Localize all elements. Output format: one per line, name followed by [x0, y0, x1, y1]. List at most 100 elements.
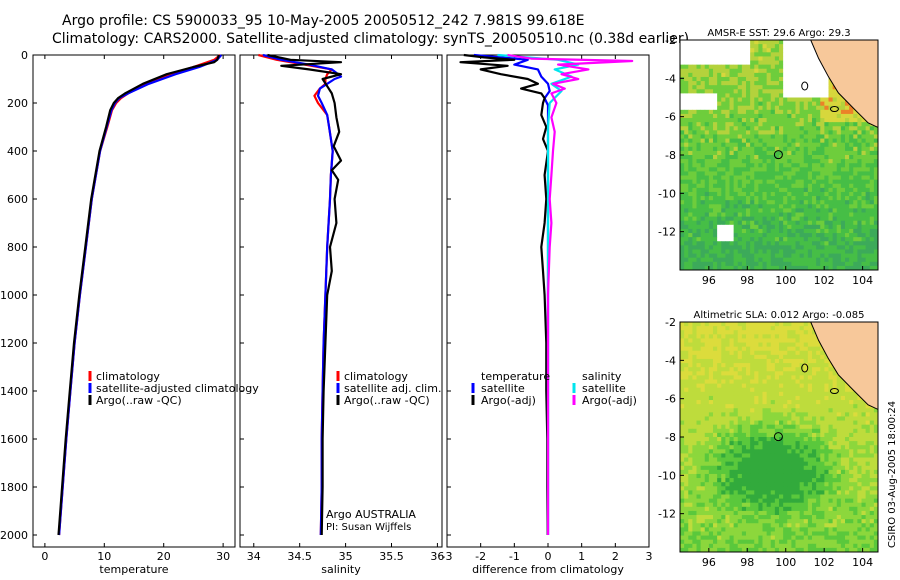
map-cell [762, 494, 768, 500]
map-cell [692, 478, 697, 483]
map-cell [824, 494, 829, 500]
map-cell [700, 76, 706, 82]
map-cell [692, 101, 697, 107]
map-cell [692, 457, 697, 463]
map-cell [865, 432, 871, 438]
map-cell [803, 445, 809, 450]
map-cell [750, 245, 755, 250]
map-cell [791, 379, 796, 385]
map-cell [746, 367, 751, 372]
map-cell [684, 326, 689, 331]
map-cell [853, 478, 858, 483]
map-cell [824, 212, 829, 218]
map-cell [713, 191, 718, 197]
map-cell [713, 387, 718, 393]
map-cell [746, 395, 751, 401]
map-cell [704, 44, 710, 49]
map-cell [869, 428, 875, 434]
map-cell [750, 167, 755, 172]
map-cell [708, 261, 714, 267]
map-cell [746, 441, 751, 446]
map-cell [688, 146, 693, 152]
plot-frame [32, 54, 236, 548]
map-cell [828, 241, 834, 246]
map-cell [845, 257, 850, 263]
map-cell [845, 465, 850, 471]
map-cell [688, 404, 693, 409]
map-cell [700, 404, 706, 409]
map-cell [766, 208, 772, 213]
map-cell [849, 220, 854, 226]
map-cell [725, 367, 730, 372]
map-cell [783, 322, 788, 327]
map-cell [708, 200, 714, 205]
map-cell [779, 175, 784, 181]
map-cell [692, 204, 697, 209]
map-cell [766, 245, 772, 250]
map-cell [758, 498, 763, 504]
map-cell [770, 416, 776, 421]
map-cell [803, 130, 809, 135]
map-cell [766, 216, 772, 222]
map-cell [791, 358, 796, 364]
map-cell [746, 204, 751, 209]
map-cell [708, 216, 714, 222]
y-tick-label: 1400 [0, 385, 28, 398]
map-cell [799, 482, 805, 487]
map-cell [717, 453, 722, 458]
map-cell [820, 486, 825, 491]
map-cell [812, 453, 817, 458]
map-cell [840, 212, 846, 218]
map-cell [832, 445, 838, 450]
map-cell [783, 367, 788, 372]
map-cell [704, 358, 710, 364]
map-cell [713, 204, 718, 209]
x-tick-label: -1 [509, 550, 520, 563]
map-cell [869, 228, 875, 234]
map-cell [766, 72, 772, 78]
map-cell [696, 76, 702, 82]
map-cell [733, 97, 739, 103]
map-cell [791, 375, 796, 380]
map-cell [865, 253, 871, 259]
map-cell [741, 85, 747, 90]
map-cell [824, 93, 829, 98]
map-cell [795, 322, 801, 327]
map-cell [869, 257, 875, 263]
map-cell [812, 416, 817, 421]
map-cell [861, 150, 867, 156]
map-cell [758, 97, 763, 103]
map-cell [762, 237, 768, 242]
map-cell [729, 179, 735, 185]
map-cell [840, 387, 846, 393]
map-cell [729, 101, 735, 107]
map-cell [857, 237, 862, 242]
map-cell [803, 122, 809, 127]
map-cell [713, 159, 718, 164]
map-cell [733, 363, 739, 368]
map-cell [758, 134, 763, 139]
map-cell [770, 383, 776, 389]
map-cell [762, 76, 768, 82]
map-cell [758, 478, 763, 483]
map-cell [762, 367, 768, 372]
map-cell [725, 253, 730, 259]
map-cell [799, 245, 805, 250]
map-cell [853, 150, 858, 156]
map-cell [795, 126, 801, 131]
map-cell [857, 408, 862, 413]
map-cell [741, 159, 747, 164]
map-cell [812, 383, 817, 389]
map-cell [828, 130, 834, 135]
map-cell [741, 72, 747, 78]
map-cell [783, 449, 788, 454]
map-cell [717, 387, 722, 393]
map-cell [746, 416, 751, 421]
map-cell [807, 175, 813, 181]
map-cell [865, 490, 871, 495]
map-cell [692, 482, 697, 487]
map-cell [762, 220, 768, 226]
map-cell [803, 179, 809, 185]
map-cell [721, 432, 726, 438]
